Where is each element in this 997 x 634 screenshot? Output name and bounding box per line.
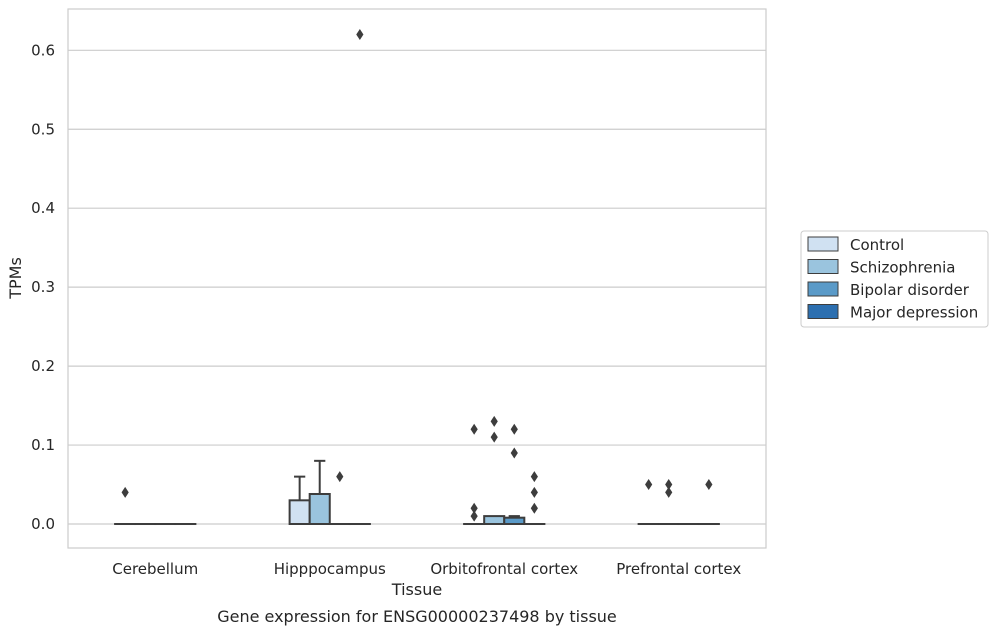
box-2-2 [503, 423, 526, 526]
outlier-point [470, 423, 478, 435]
outlier-point [530, 486, 538, 498]
y-tick-label: 0.1 [31, 436, 55, 454]
y-tick-label: 0.2 [31, 357, 55, 375]
x-tick-labels: Cerebellum Hipppocampus Orbitofrontal cort… [112, 560, 741, 578]
x-tick-label: Prefrontal cortex [616, 560, 741, 578]
outlier-point [356, 29, 364, 41]
outlier-point [121, 486, 129, 498]
y-tick-label: 0.0 [31, 515, 55, 533]
y-tick-label: 0.6 [31, 41, 55, 59]
outlier-point [530, 471, 538, 483]
plot-frame [67, 8, 767, 549]
legend-swatch [807, 236, 839, 252]
legend-label: Bipolar disorder [850, 281, 970, 299]
outlier-point [510, 447, 518, 459]
outlier-point [645, 479, 653, 491]
box-1-1 [308, 459, 331, 525]
box-body [483, 515, 506, 525]
outlier-point [665, 486, 673, 498]
legend-label: Control [850, 236, 904, 254]
legend-label: Schizophrenia [850, 259, 955, 277]
plot-background [68, 9, 766, 548]
boxes-layer [114, 29, 720, 526]
legend-swatch [807, 281, 839, 297]
outlier-point [336, 471, 344, 483]
box-2-3 [523, 471, 546, 526]
outlier-point [470, 510, 478, 522]
x-tick-label: Hipppocampus [274, 560, 386, 578]
outlier-point [490, 431, 498, 443]
box-2-1 [483, 415, 506, 525]
box-body [288, 499, 311, 526]
y-tick-labels: 0.0 0.1 0.2 0.3 0.4 0.5 0.6 [31, 41, 55, 533]
outlier-point [705, 479, 713, 491]
legend-frame [800, 230, 989, 328]
figure-caption: Gene expression for ENSG00000237498 by t… [217, 607, 617, 626]
outlier-point [510, 423, 518, 435]
grid-lines [68, 49, 766, 525]
box-body [308, 492, 331, 525]
x-axis-title: Tissue [391, 580, 442, 599]
y-tick-label: 0.3 [31, 278, 55, 296]
outlier-point [665, 479, 673, 491]
legend-swatch [807, 259, 839, 274]
outlier-point [470, 502, 478, 514]
outlier-point [530, 502, 538, 514]
box-3-3 [697, 479, 720, 526]
outlier-point [490, 415, 498, 427]
y-axis-title: TPMs [6, 257, 25, 300]
legend-label: Major depression [850, 304, 978, 322]
x-tick-label: Cerebellum [112, 560, 198, 578]
legend-swatch [807, 304, 839, 319]
legend: Control Schizophrenia Bipolar disorder Majo… [800, 230, 989, 328]
y-tick-label: 0.5 [31, 120, 55, 138]
x-tick-label: Orbitofrontal cortex [430, 560, 578, 578]
box-1-3 [348, 29, 371, 526]
y-tick-label: 0.4 [31, 199, 55, 217]
legend-items: Control Schizophrenia Bipolar disorder Majo… [807, 236, 978, 322]
